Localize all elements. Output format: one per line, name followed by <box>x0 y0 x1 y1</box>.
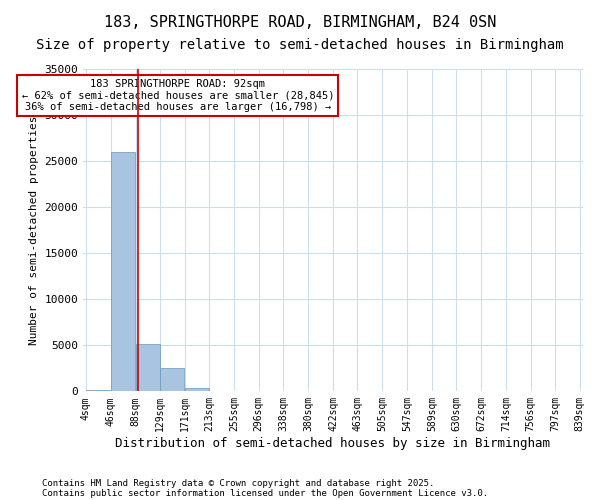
Bar <box>160 368 184 392</box>
Bar <box>111 152 135 392</box>
Bar <box>86 390 110 392</box>
Text: Contains public sector information licensed under the Open Government Licence v3: Contains public sector information licen… <box>42 488 488 498</box>
Bar <box>210 390 234 392</box>
Y-axis label: Number of semi-detached properties: Number of semi-detached properties <box>29 116 39 345</box>
Text: 183, SPRINGTHORPE ROAD, BIRMINGHAM, B24 0SN: 183, SPRINGTHORPE ROAD, BIRMINGHAM, B24 … <box>104 15 496 30</box>
Text: Contains HM Land Registry data © Crown copyright and database right 2025.: Contains HM Land Registry data © Crown c… <box>42 478 434 488</box>
X-axis label: Distribution of semi-detached houses by size in Birmingham: Distribution of semi-detached houses by … <box>115 437 550 450</box>
Bar <box>185 388 209 392</box>
Text: 183 SPRINGTHORPE ROAD: 92sqm
← 62% of semi-detached houses are smaller (28,845)
: 183 SPRINGTHORPE ROAD: 92sqm ← 62% of se… <box>22 78 334 112</box>
Bar <box>136 344 160 392</box>
Text: Size of property relative to semi-detached houses in Birmingham: Size of property relative to semi-detach… <box>36 38 564 52</box>
